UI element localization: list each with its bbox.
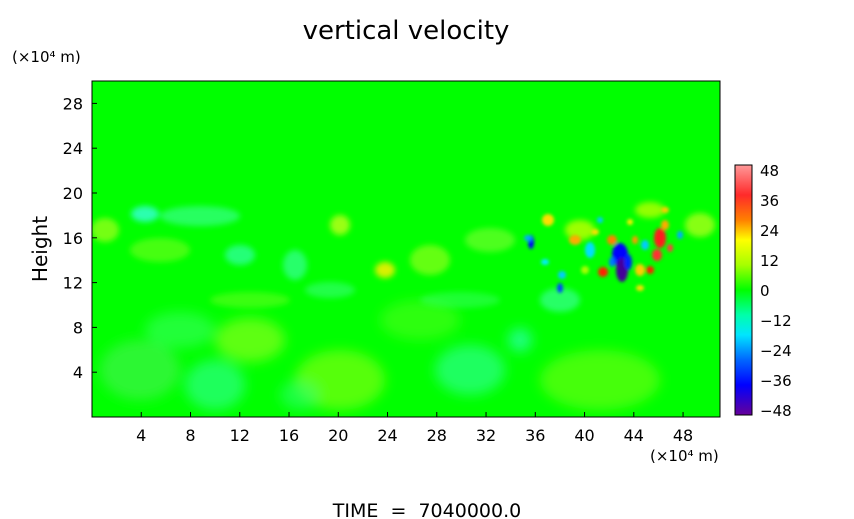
x-tick-label: 20 (328, 426, 348, 445)
colorbar-label: 12 (760, 252, 779, 270)
y-unit-label: (×10⁴ m) (12, 48, 81, 66)
x-tick-label: 40 (574, 426, 594, 445)
chart-title: vertical velocity (303, 16, 510, 46)
x-tick-label: 4 (136, 426, 146, 445)
y-tick-label: 20 (63, 184, 83, 203)
y-tick-label: 8 (73, 318, 83, 337)
colorbar-label: −12 (760, 312, 792, 330)
colorbar-label: −24 (760, 342, 792, 360)
colorbar-label: −48 (760, 402, 792, 420)
time-footer: TIME = 7040000.0 (332, 500, 521, 519)
colorbar-label: −36 (760, 372, 792, 390)
heatmap-field (92, 81, 720, 417)
x-tick-label: 48 (673, 426, 693, 445)
colorbar-label: 0 (760, 282, 770, 300)
y-tick-label: 12 (63, 274, 83, 293)
x-tick-label: 36 (525, 426, 545, 445)
x-tick-label: 16 (279, 426, 299, 445)
x-unit-label: (×10⁴ m) (650, 447, 719, 465)
plot-frame (91, 80, 721, 418)
x-tick-label: 32 (476, 426, 496, 445)
y-tick-label: 4 (73, 363, 83, 382)
y-axis-label: Height (28, 216, 52, 282)
x-tick-label: 24 (377, 426, 397, 445)
colorbar (734, 164, 753, 416)
x-tick-label: 44 (624, 426, 644, 445)
x-tick-label: 28 (427, 426, 447, 445)
y-tick-label: 24 (63, 139, 83, 158)
colorbar-label: 24 (760, 222, 779, 240)
x-tick-label: 8 (185, 426, 195, 445)
colorbar-label: 48 (760, 162, 779, 180)
y-axis-ticks: 4 8 12 16 20 24 28 (63, 94, 97, 382)
y-tick-label: 28 (63, 94, 83, 113)
y-tick-label: 16 (63, 229, 83, 248)
x-axis-ticks: 4 8 12 16 20 24 28 32 36 40 44 48 (136, 412, 693, 445)
colorbar-label: 36 (760, 192, 779, 210)
colorbar-labels: 48 36 24 12 0 −12 −24 −36 −48 (760, 162, 792, 420)
x-tick-label: 12 (230, 426, 250, 445)
